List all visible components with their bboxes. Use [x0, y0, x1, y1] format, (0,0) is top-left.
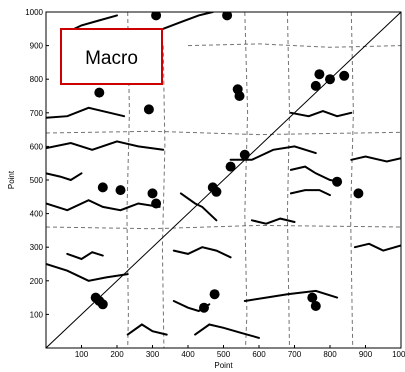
x-tick-label: 400 [181, 350, 195, 359]
recurrence-curve [289, 110, 353, 118]
recurrence-point [332, 176, 343, 187]
y-tick-label: 100 [30, 310, 44, 319]
recurrence-point [325, 74, 335, 85]
x-tick-label: 800 [323, 350, 337, 359]
x-tick-label: 200 [110, 350, 124, 359]
recurrence-point [97, 299, 108, 310]
y-tick-label: 200 [30, 277, 44, 286]
recurrence-curve [250, 217, 296, 225]
recurrence-curve [126, 323, 168, 336]
y-tick-label: 700 [30, 109, 44, 118]
recurrence-point [234, 91, 245, 101]
y-axis-ticks: 100 200 300 400 500 600 700 800 900 1000 [25, 8, 49, 319]
recurrence-curve [350, 155, 401, 163]
recurrence-point [310, 80, 321, 91]
y-tick-label: 600 [30, 142, 44, 151]
recurrence-point [147, 188, 158, 199]
recurrence-point [239, 149, 250, 160]
recurrence-band [286, 12, 291, 348]
macro-annotation-box [60, 28, 163, 85]
recurrence-point [353, 188, 364, 199]
recurrence-curve [243, 289, 339, 302]
recurrence-point [143, 104, 154, 115]
y-tick-label: 300 [30, 243, 44, 252]
recurrence-point [225, 161, 236, 172]
recurrence-curve [353, 242, 401, 252]
recurrence-curve [46, 140, 165, 151]
x-tick-label: 300 [146, 350, 160, 359]
recurrence-point [90, 292, 101, 303]
recurrence-curve [46, 172, 83, 182]
y-tick-label: 1000 [25, 8, 43, 17]
macro-annotation-label: Macro [85, 48, 138, 69]
x-axis-ticks: 100 200 300 400 500 600 700 800 900 1000 [75, 345, 405, 359]
recurrence-curve [194, 323, 260, 339]
recurrence-curve [66, 251, 104, 261]
recurrence-curve [289, 189, 331, 197]
recurrence-band [161, 45, 166, 348]
recurrence-curve [172, 246, 232, 259]
recurrence-point [211, 186, 222, 197]
recurrence-point [115, 185, 126, 196]
x-tick-label: 700 [288, 350, 302, 359]
x-tick-label: 900 [359, 350, 373, 359]
recurrence-point [151, 12, 162, 21]
recurrence-curve [46, 263, 129, 282]
x-tick-label: 500 [217, 350, 231, 359]
x-tick-label: 100 [75, 350, 89, 359]
recurrence-point [307, 292, 318, 303]
recurrence-point [314, 69, 325, 80]
recurrence-band [350, 12, 354, 348]
recurrence-point [151, 198, 162, 209]
y-axis-label: Point [7, 170, 16, 189]
x-tick-label: 600 [252, 350, 266, 359]
recurrence-point [339, 70, 350, 81]
recurrence-curve [46, 106, 126, 119]
recurrence-curve [162, 12, 214, 30]
recurrence-point [222, 12, 233, 21]
recurrence-point [97, 182, 108, 193]
recurrence-point [199, 302, 209, 313]
y-tick-label: 800 [30, 75, 44, 84]
y-tick-label: 500 [30, 176, 44, 185]
recurrence-point [310, 301, 321, 311]
y-tick-label: 900 [30, 42, 44, 51]
recurrence-marks [46, 12, 401, 348]
main-diagonal [46, 12, 401, 348]
recurrence-band [187, 43, 401, 48]
recurrence-point [209, 289, 220, 300]
x-axis-label: Point [214, 361, 233, 370]
x-tick-label: 1000 [392, 350, 405, 359]
y-tick-label: 400 [30, 210, 44, 219]
recurrence-point [94, 87, 105, 98]
recurrence-curve [179, 192, 218, 222]
recurrence-curve [46, 199, 161, 212]
